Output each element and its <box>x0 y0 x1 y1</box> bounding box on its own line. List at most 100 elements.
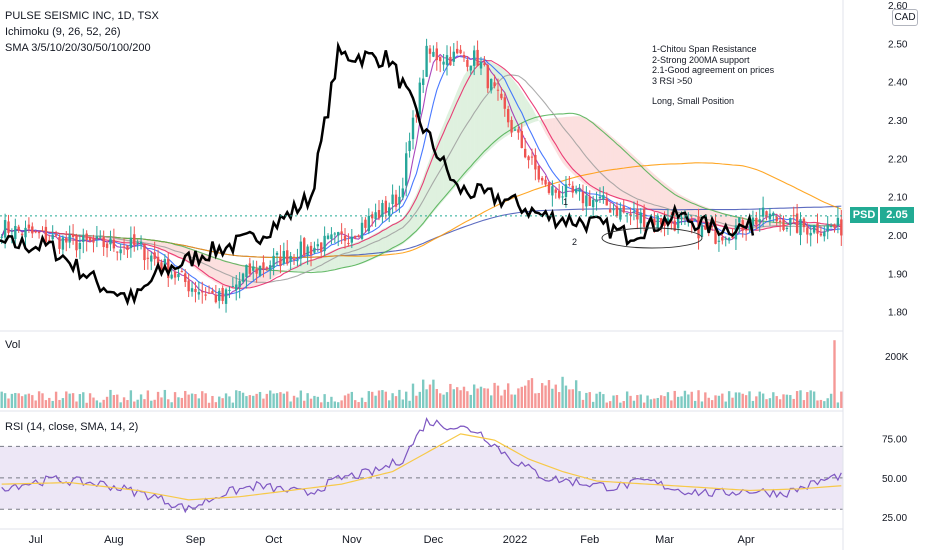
volume-bar <box>170 402 173 408</box>
candle <box>388 207 391 216</box>
candle <box>435 48 438 61</box>
volume-bar <box>337 402 340 408</box>
rsi-band <box>0 446 843 510</box>
candle <box>214 294 218 303</box>
volume-bar <box>734 392 738 408</box>
volume-bar <box>187 394 190 408</box>
ichimoku-cloud <box>565 116 570 171</box>
time-axis-tick-label: Mar <box>655 534 674 546</box>
volume-bar <box>619 402 622 408</box>
volume-bar <box>472 384 476 408</box>
ichimoku-cloud <box>606 131 611 196</box>
candle <box>789 217 792 226</box>
sma-legend[interactable]: SMA 3/5/10/20/30/50/100/200 <box>5 42 151 54</box>
candle <box>829 226 833 228</box>
volume-bar <box>190 393 194 408</box>
volume-bar <box>527 380 530 408</box>
price-axis-tick-label: 1.90 <box>888 269 908 280</box>
candle <box>547 182 551 193</box>
volume-bar <box>102 399 105 408</box>
candle <box>65 237 68 243</box>
volume-bar <box>578 391 581 408</box>
ichimoku-cloud <box>511 77 515 134</box>
candle <box>819 233 823 236</box>
volume-bar <box>513 394 517 408</box>
candle <box>625 213 629 215</box>
candle <box>761 207 765 217</box>
volume-bar <box>598 391 602 408</box>
volume-bar <box>785 394 789 408</box>
candle <box>605 198 608 206</box>
volume-bar <box>333 401 337 408</box>
candle <box>778 220 782 223</box>
candle <box>269 265 272 271</box>
ichimoku-cloud <box>334 248 339 270</box>
volume-pane[interactable] <box>0 340 843 408</box>
candle <box>653 218 656 226</box>
ichimoku-cloud <box>436 131 441 209</box>
candle <box>248 263 252 274</box>
candle <box>218 290 221 301</box>
rsi-axis-tick-label: 25.00 <box>882 513 907 524</box>
candle <box>272 255 275 269</box>
volume-bar <box>68 393 71 408</box>
volume-bar <box>58 399 61 408</box>
price-pane[interactable]: 12 <box>0 38 843 313</box>
ichimoku-cloud <box>647 167 651 211</box>
note-line: 2.1-Good agreement on prices <box>652 65 775 75</box>
volume-bar <box>663 396 666 408</box>
volume-bar <box>415 395 418 408</box>
volume-bar <box>605 402 608 408</box>
candle <box>88 237 92 242</box>
ichimoku-legend[interactable]: Ichimoku (9, 26, 52, 26) <box>5 26 121 38</box>
volume-bar <box>279 392 282 408</box>
candle <box>27 224 31 229</box>
rsi-pane[interactable] <box>0 417 843 514</box>
ichimoku-cloud <box>396 220 400 249</box>
volume-bar <box>411 383 415 408</box>
volume-bar <box>418 391 421 408</box>
volume-bar <box>167 399 170 408</box>
candle <box>765 211 768 218</box>
main-legend-title[interactable]: PULSE SEISMIC INC, 1D, TSX <box>5 10 159 22</box>
volume-bar <box>483 388 486 408</box>
candle <box>54 234 58 236</box>
time-axis-tick-label: Sep <box>186 534 206 546</box>
volume-bar <box>48 397 51 408</box>
text-note: 1-Chitou Span Resistance 2-Strong 200MA … <box>652 44 774 107</box>
currency-button[interactable]: CAD <box>892 9 918 26</box>
volume-bar <box>255 393 258 408</box>
axes: 2.60 2.50 2.40 2.30 2.20 2.10 2.00 1.90 1.80 200K… <box>0 0 909 550</box>
candle <box>714 223 717 244</box>
volume-bar <box>65 391 68 408</box>
ichimoku-cloud <box>443 115 447 201</box>
volume-bar <box>82 392 85 408</box>
candle <box>235 284 238 290</box>
candle <box>323 235 326 252</box>
candle <box>245 264 248 278</box>
volume-bar <box>354 400 357 408</box>
volume-bar <box>262 398 265 408</box>
candle <box>190 288 194 292</box>
volume-bar <box>92 397 95 408</box>
ichimoku-cloud <box>229 261 233 290</box>
volume-bar <box>340 400 343 408</box>
volume-legend[interactable]: Vol <box>5 339 21 351</box>
ichimoku-cloud <box>362 238 366 264</box>
candle <box>252 266 255 271</box>
rsi-legend[interactable]: RSI (14, close, SMA, 14, 2) <box>5 421 139 433</box>
volume-bar <box>537 392 540 408</box>
candle <box>360 222 364 239</box>
price-axis-tick-label: 2.50 <box>888 39 908 50</box>
price-axis-tick-label: 2.40 <box>888 78 908 89</box>
candle <box>119 249 122 254</box>
volume-bar <box>31 395 34 408</box>
ichimoku-cloud <box>270 268 274 280</box>
volume-bar <box>588 392 591 408</box>
candle <box>17 226 20 231</box>
ichimoku-cloud <box>402 212 407 245</box>
volume-bar <box>530 378 534 408</box>
volume-bar <box>163 389 167 408</box>
ichimoku-cloud <box>596 123 600 193</box>
candle <box>799 219 802 236</box>
